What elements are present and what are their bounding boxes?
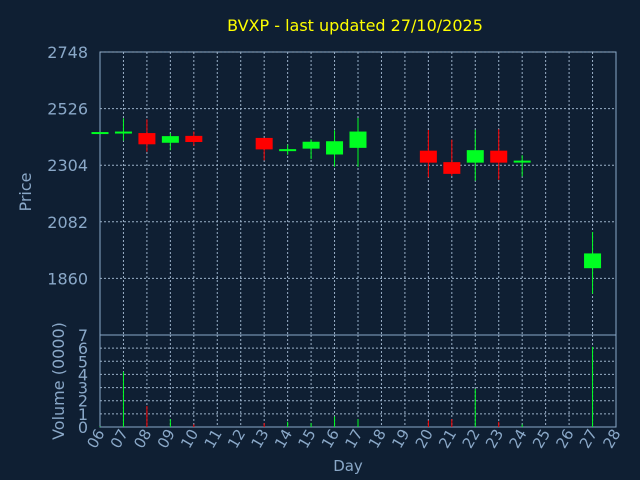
price-tick-label: 1860 [47, 269, 88, 288]
volume-tick-label: 3 [78, 379, 88, 398]
price-tick-label: 2526 [47, 100, 88, 119]
candle-body [279, 149, 297, 152]
volume-tick-label: 2 [78, 392, 88, 411]
price-tick-label: 2748 [47, 43, 88, 62]
candle-body [584, 253, 602, 269]
candle-body [490, 150, 508, 163]
volume-tick-label: 6 [78, 339, 88, 358]
candle-body [466, 150, 484, 163]
volume-tick-label: 4 [78, 365, 88, 384]
candle-body [443, 162, 461, 174]
x-axis-label: Day [333, 457, 363, 475]
price-tick-label: 2304 [47, 156, 88, 175]
chart-title: BVXP - last updated 27/10/2025 [227, 16, 483, 35]
volume-tick-label: 0 [78, 418, 88, 437]
volume-tick-label: 1 [78, 405, 88, 424]
candle-body [185, 135, 203, 142]
candle-body [161, 136, 179, 143]
candle-body [91, 132, 109, 135]
candle-body [326, 141, 344, 155]
candle-body [349, 131, 367, 148]
candle-body [302, 141, 320, 149]
candle-body [419, 150, 437, 163]
price-tick-label: 2082 [47, 213, 88, 232]
volume-axis-label: Volume (0000) [49, 322, 68, 440]
volume-tick-label: 7 [78, 326, 88, 345]
volume-tick-label: 5 [78, 352, 88, 371]
candle-body [138, 133, 156, 145]
price-axis-label: Price [16, 172, 35, 211]
candles [91, 118, 602, 294]
candle-body [114, 131, 132, 134]
candle-body [255, 137, 273, 150]
volume-bars [99, 346, 594, 427]
candle-body [513, 160, 531, 163]
